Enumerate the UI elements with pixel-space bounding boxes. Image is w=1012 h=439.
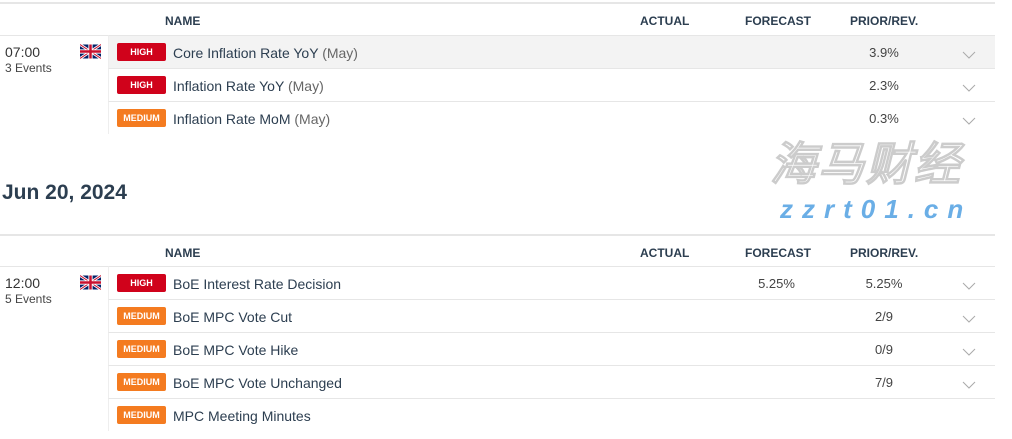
time-group: 07:00 3 Events HIGH Core Inflation Rate … [0,35,995,135]
prior-value: 3.9% [869,45,899,60]
impact-badge: MEDIUM [117,307,166,325]
col-forecast: FORECAST [745,246,811,260]
event-title: BoE Interest Rate Decision [173,276,342,292]
event-name[interactable]: BoE MPC Vote Unchanged [173,375,342,391]
event-title: Core Inflation Rate YoY [173,45,319,61]
event-row[interactable]: HIGH Core Inflation Rate YoY (May) 3.9% [108,35,995,68]
col-forecast: FORECAST [745,14,811,28]
event-name[interactable]: BoE MPC Vote Cut [173,309,292,325]
event-name[interactable]: Core Inflation Rate YoY (May) [173,45,358,61]
event-row[interactable]: HIGH BoE Interest Rate Decision 5.25% 5.… [108,266,995,299]
impact-badge: MEDIUM [117,406,166,424]
event-name[interactable]: Inflation Rate YoY (May) [173,78,324,94]
col-actual: ACTUAL [640,246,690,260]
watermark-text: 海马财经 [770,138,962,191]
prior-value: 0/9 [874,342,894,357]
chevron-down-icon[interactable] [962,344,976,356]
time-group: 12:00 5 Events HIGH BoE Interest Rate De… [0,266,995,432]
chevron-down-icon[interactable] [962,47,976,59]
prior-value: 2.3% [869,78,899,93]
table-header: NAME ACTUAL FORECAST PRIOR/REV. [0,2,995,34]
event-row[interactable]: MEDIUM BoE MPC Vote Cut 2/9 [108,299,995,332]
impact-badge: MEDIUM [117,373,166,391]
event-time: 12:00 [5,275,41,291]
impact-badge: HIGH [117,76,166,94]
impact-badge: MEDIUM [117,340,166,358]
chevron-down-icon[interactable] [962,311,976,323]
event-title: BoE MPC Vote Unchanged [173,375,342,391]
chevron-down-icon[interactable] [962,80,976,92]
watermark: 海马财经 zzrt01.cn [770,138,1000,230]
event-title: BoE MPC Vote Hike [173,342,299,358]
time-cell: 07:00 3 Events [0,35,108,135]
event-title: Inflation Rate MoM [173,111,291,127]
prior-value: 2/9 [874,309,894,324]
prior-value: 7/9 [874,375,894,390]
table-header: NAME ACTUAL FORECAST PRIOR/REV. [0,234,995,266]
prior-value: 0.3% [869,111,899,126]
chevron-down-icon[interactable] [962,113,976,125]
col-prior: PRIOR/REV. [850,14,919,28]
event-row[interactable]: MEDIUM BoE MPC Vote Hike 0/9 [108,332,995,365]
watermark-url: zzrt01.cn [780,194,973,224]
time-cell: 12:00 5 Events [0,266,108,432]
event-title: Inflation Rate YoY [173,78,285,94]
col-name: NAME [165,246,201,260]
col-actual: ACTUAL [640,14,690,28]
date-heading: Jun 20, 2024 [2,181,127,204]
event-title: BoE MPC Vote Cut [173,309,293,325]
event-period: (May) [322,45,358,61]
event-name[interactable]: BoE Interest Rate Decision [173,276,341,292]
event-row[interactable]: MEDIUM BoE MPC Vote Unchanged 7/9 [108,365,995,398]
chevron-down-icon[interactable] [962,278,976,290]
chevron-down-icon[interactable] [962,377,976,389]
event-time: 07:00 [5,44,41,60]
event-row[interactable]: MEDIUM MPC Meeting Minutes [108,398,995,431]
event-count: 3 Events [5,61,52,75]
col-name: NAME [165,14,201,28]
prior-value: 5.25% [865,276,903,291]
impact-badge: HIGH [117,43,166,61]
event-row[interactable]: MEDIUM Inflation Rate MoM (May) 0.3% [108,101,995,134]
event-name[interactable]: MPC Meeting Minutes [173,408,311,424]
event-name[interactable]: Inflation Rate MoM (May) [173,111,330,127]
event-row[interactable]: HIGH Inflation Rate YoY (May) 2.3% [108,68,995,101]
impact-badge: HIGH [117,274,166,292]
col-prior: PRIOR/REV. [850,246,919,260]
event-name[interactable]: BoE MPC Vote Hike [173,342,298,358]
event-period: (May) [287,78,324,94]
uk-flag-icon [79,274,102,291]
impact-badge: MEDIUM [117,109,166,127]
event-count: 5 Events [5,292,52,306]
forecast-value: 5.25% [758,276,795,291]
event-period: (May) [294,111,331,127]
event-title: MPC Meeting Minutes [173,408,311,424]
uk-flag-icon [79,43,102,60]
